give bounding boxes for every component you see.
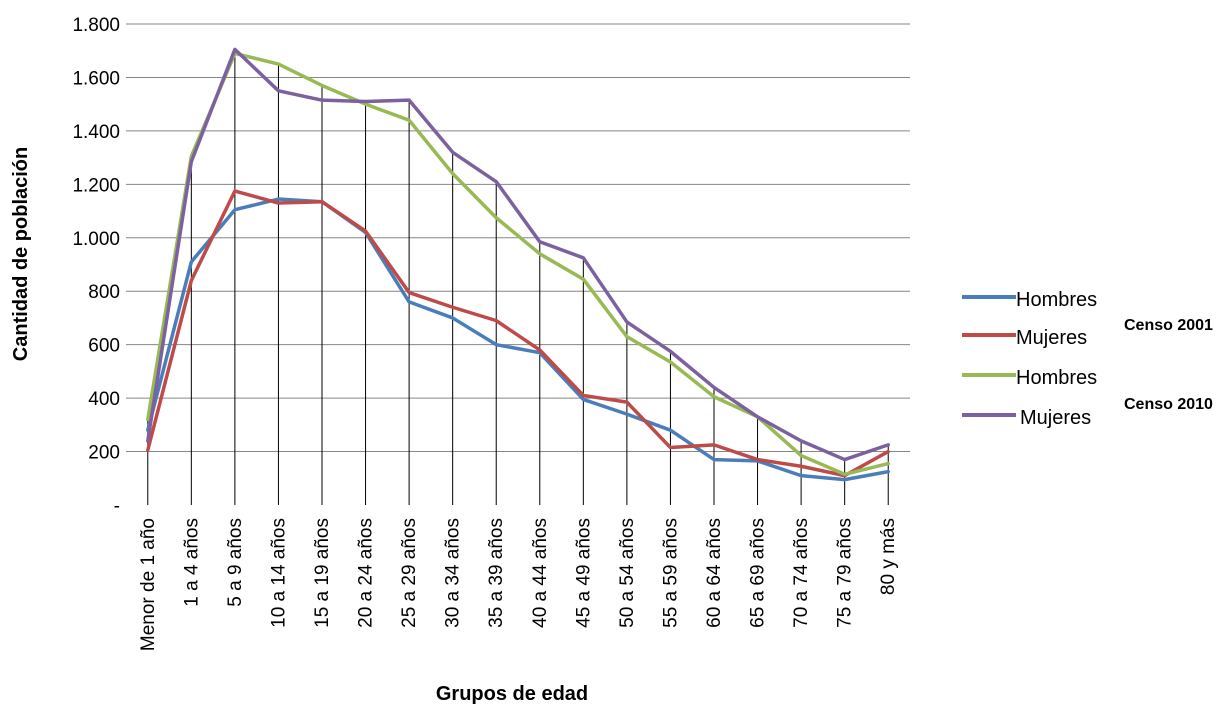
x-tick-label: 30 a 34 años [443,518,464,628]
x-tick-label: 70 a 74 años [791,518,812,628]
x-tick-label: 45 a 49 años [573,518,594,628]
x-tick-label: 40 a 44 años [530,518,551,628]
x-tick-label: 1 a 4 años [181,518,202,607]
y-tick-label: 800 [88,282,120,303]
x-tick-label: Menor de 1 año [138,518,159,651]
x-tick-label: 10 a 14 años [268,518,289,628]
x-axis-title: Grupos de edad [436,683,588,705]
x-tick-label: 5 a 9 años [225,518,246,607]
y-tick-label: 600 [88,336,120,357]
y-tick-label: - [114,496,120,517]
y-tick-label: 1.800 [72,15,120,36]
series-lines [146,47,890,482]
legend-label: Hombres [1016,367,1097,389]
x-tick-label: 20 a 24 años [356,518,377,628]
y-axis-tick-labels: - 200 400 600 800 1.000 1.200 1.400 1.600 1.800 [72,15,120,517]
x-tick-label: 50 a 54 años [617,518,638,628]
legend-group-censo-2010: Censo 2010 [1124,396,1213,413]
y-tick-label: 400 [88,389,120,410]
y-tick-label: 1.200 [72,175,120,196]
x-tick-label: 25 a 29 años [399,518,420,628]
x-tick-label: 15 a 19 años [312,518,333,628]
legend-label: Mujeres [1016,327,1087,349]
series-line-mujeres-censo-2010 [146,47,890,462]
legend: Hombres Mujeres Hombres Mujeres [962,289,1097,429]
series-line-hombres-censo-2010 [146,51,890,477]
legend-label: Hombres [1016,289,1097,311]
x-tick-label: 80 y más [878,518,899,595]
x-tick-label: 55 a 59 años [660,518,681,628]
series-line-hombres-censo-2001 [146,197,890,482]
drop-lines [147,49,889,505]
y-tick-label: 200 [88,443,120,464]
x-tick-label: 60 a 64 años [704,518,725,628]
y-tick-label: 1.400 [72,122,120,143]
x-tick-label: 75 a 79 años [835,518,856,628]
series-line-mujeres-censo-2001 [146,189,890,478]
y-tick-label: 1.600 [72,68,120,89]
y-tick-label: 1.000 [72,229,120,250]
y-axis-title: Cantidad de población [10,147,32,361]
x-tick-label: 65 a 69 años [748,518,769,628]
x-axis-tick-labels: Menor de 1 año 1 a 4 años 5 a 9 años 10 a 1… [138,518,899,651]
x-tick-label: 35 a 39 años [486,518,507,628]
legend-group-censo-2001: Censo 2001 [1124,317,1213,334]
legend-label: Mujeres [1020,407,1091,429]
